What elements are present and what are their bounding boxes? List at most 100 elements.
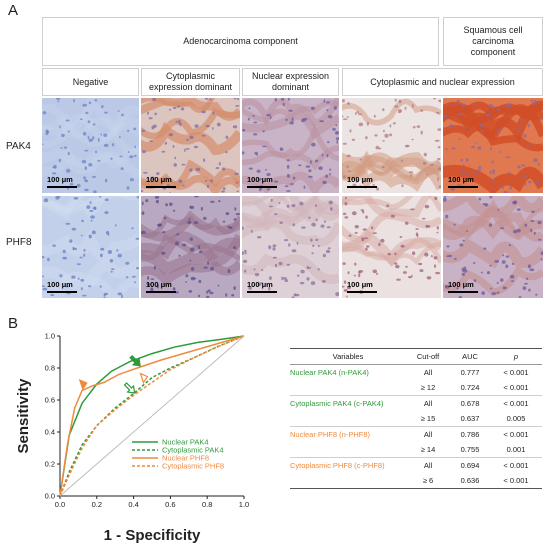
scale-bar-label: 100 μm bbox=[448, 280, 474, 289]
x-tick-label: 0.0 bbox=[55, 500, 65, 509]
micrograph-tile: 100 μm bbox=[342, 98, 441, 193]
scale-bar-label: 100 μm bbox=[347, 175, 373, 184]
column-header-cytoplasmic: Cytoplasmic expression dominant bbox=[141, 68, 240, 96]
table-cell-cutoff: All bbox=[423, 461, 433, 470]
annotation-open-arrowhead bbox=[139, 372, 149, 384]
table-header-row: Variables Cut-off AUC p bbox=[290, 348, 542, 365]
scale-bar-label: 100 μm bbox=[47, 280, 73, 289]
column-header-label: Nuclear expression dominant bbox=[251, 71, 330, 92]
table-body: Nuclear PAK4 (n-PAK4) All 0.777 < 0.001 ≥ 12… bbox=[290, 365, 542, 489]
y-tick-label: 0.2 bbox=[45, 460, 55, 469]
column-header-label: Cytoplasmic expression dominant bbox=[148, 71, 233, 92]
scale-bar-label: 100 μm bbox=[146, 280, 172, 289]
series-line-0 bbox=[59, 335, 245, 497]
table-cell-auc: 0.678 bbox=[460, 399, 480, 408]
table-cell-variable: Nuclear PAK4 (n-PAK4) bbox=[290, 368, 369, 377]
micrograph-tile: 100 μm bbox=[443, 98, 543, 193]
table-cell-p: 0.005 bbox=[506, 414, 526, 423]
table-row: ≥ 12 0.724 < 0.001 bbox=[290, 380, 542, 396]
y-tick-label: 0.0 bbox=[45, 492, 55, 501]
table-header-auc: AUC bbox=[462, 352, 478, 361]
table-cell-auc: 0.777 bbox=[460, 368, 480, 377]
micrograph-tile: 100 μm bbox=[141, 98, 240, 193]
table-cell-p: < 0.001 bbox=[503, 430, 529, 439]
table-cell-cutoff: All bbox=[423, 368, 433, 377]
scale-bar-label: 100 μm bbox=[247, 280, 273, 289]
scale-bar-label: 100 μm bbox=[347, 280, 373, 289]
x-tick-label: 0.8 bbox=[202, 500, 212, 509]
panel-b-letter: B bbox=[8, 315, 19, 332]
table-row: ≥ 15 0.637 0.005 bbox=[290, 411, 542, 427]
column-header-label: Cytoplasmic and nuclear expression bbox=[370, 76, 515, 87]
series-line-2 bbox=[59, 335, 245, 497]
legend-label: Cytoplasmic PAK4 bbox=[162, 446, 224, 455]
scale-bar bbox=[146, 291, 176, 293]
table-cell-auc: 0.724 bbox=[460, 383, 480, 392]
table-row: Cytoplasmic PHF8 (c-PHF8) All 0.694 < 0.001 bbox=[290, 458, 542, 474]
table-cell-cutoff: ≥ 6 bbox=[422, 476, 434, 485]
annotation-filled-arrowhead bbox=[78, 378, 88, 391]
scale-bar bbox=[247, 186, 277, 188]
table-cell-p: < 0.001 bbox=[503, 383, 529, 392]
table-cell-variable bbox=[290, 411, 406, 427]
micrograph-tile: 100 μm bbox=[242, 98, 339, 193]
roc-chart: 0.0 0.2 0.4 0.6 0.8 1.0 0.0 0.2 0.4 0.6 0.8 1.0 1 - … bbox=[15, 332, 249, 545]
table-cell-cutoff: ≥ 12 bbox=[420, 383, 436, 392]
scale-bar-label: 100 μm bbox=[47, 175, 73, 184]
adenocarcinoma-header: Adenocarcinoma component bbox=[42, 17, 439, 66]
squamous-header: Squamous cell carcinoma component bbox=[443, 17, 543, 66]
table-cell-variable bbox=[290, 473, 406, 489]
column-header-nuclear: Nuclear expression dominant bbox=[242, 68, 339, 96]
scale-bar bbox=[247, 291, 277, 293]
y-tick-label: 1.0 bbox=[45, 332, 55, 341]
micrograph-tile: 100 μm bbox=[443, 196, 543, 298]
micrograph-tile: 100 μm bbox=[242, 196, 339, 298]
micrograph-tile: 100 μm bbox=[141, 196, 240, 298]
scale-bar bbox=[448, 186, 478, 188]
table-cell-variable bbox=[290, 442, 406, 458]
series-line-4 bbox=[59, 335, 245, 497]
auc-table: Variables Cut-off AUC p Nuclear PAK4 (n-… bbox=[290, 348, 542, 489]
table-header-variables: Variables bbox=[332, 352, 364, 361]
column-header-cyto-nuclear: Cytoplasmic and nuclear expression bbox=[342, 68, 543, 96]
table-cell-auc: 0.755 bbox=[460, 445, 480, 454]
x-tick-label: 0.2 bbox=[92, 500, 102, 509]
x-axis-label: 1 - Specificity bbox=[104, 527, 201, 544]
table-row: Cytoplasmic PAK4 (c-PAK4) All 0.678 < 0.001 bbox=[290, 396, 542, 412]
micrograph-tile: 100 μm bbox=[42, 196, 139, 298]
table-cell-variable: Nuclear PHF8 (n-PHF8) bbox=[290, 430, 371, 439]
table-cell-cutoff: All bbox=[423, 430, 433, 439]
table-cell-cutoff: ≥ 14 bbox=[420, 445, 436, 454]
legend-label: Cytoplasmic PHF8 bbox=[162, 462, 224, 471]
scale-bar-label: 100 μm bbox=[247, 175, 273, 184]
table-cell-auc: 0.636 bbox=[460, 476, 480, 485]
row-label-pak4: PAK4 bbox=[6, 141, 31, 152]
row-label-phf8: PHF8 bbox=[6, 237, 32, 248]
table-row: Nuclear PHF8 (n-PHF8) All 0.786 < 0.001 bbox=[290, 427, 542, 443]
x-tick-label: 0.6 bbox=[165, 500, 175, 509]
table-cell-variable bbox=[290, 380, 406, 396]
scale-bar bbox=[347, 291, 377, 293]
scale-bar bbox=[347, 186, 377, 188]
annotation-open-arrow bbox=[123, 382, 136, 394]
table-cell-p: < 0.001 bbox=[503, 399, 529, 408]
x-tick-label: 0.4 bbox=[128, 500, 138, 509]
table-header-p: p bbox=[513, 352, 519, 361]
table-cell-auc: 0.637 bbox=[460, 414, 480, 423]
column-header-negative: Negative bbox=[42, 68, 139, 96]
table-cell-p: 0.001 bbox=[506, 445, 526, 454]
panel-a-letter: A bbox=[8, 2, 19, 19]
table-row: Nuclear PAK4 (n-PAK4) All 0.777 < 0.001 bbox=[290, 365, 542, 381]
scale-bar-label: 100 μm bbox=[146, 175, 172, 184]
scale-bar bbox=[47, 186, 77, 188]
table-cell-variable: Cytoplasmic PAK4 (c-PAK4) bbox=[290, 399, 384, 408]
scale-bar-label: 100 μm bbox=[448, 175, 474, 184]
annotation-filled-arrow bbox=[129, 354, 141, 367]
column-header-label: Negative bbox=[72, 76, 109, 87]
table-cell-p: < 0.001 bbox=[503, 461, 529, 470]
micrograph-tile: 100 μm bbox=[42, 98, 139, 193]
y-tick-label: 0.6 bbox=[45, 396, 55, 405]
table-cell-variable: Cytoplasmic PHF8 (c-PHF8) bbox=[290, 461, 385, 470]
micrograph-tile: 100 μm bbox=[342, 196, 441, 298]
scale-bar bbox=[448, 291, 478, 293]
